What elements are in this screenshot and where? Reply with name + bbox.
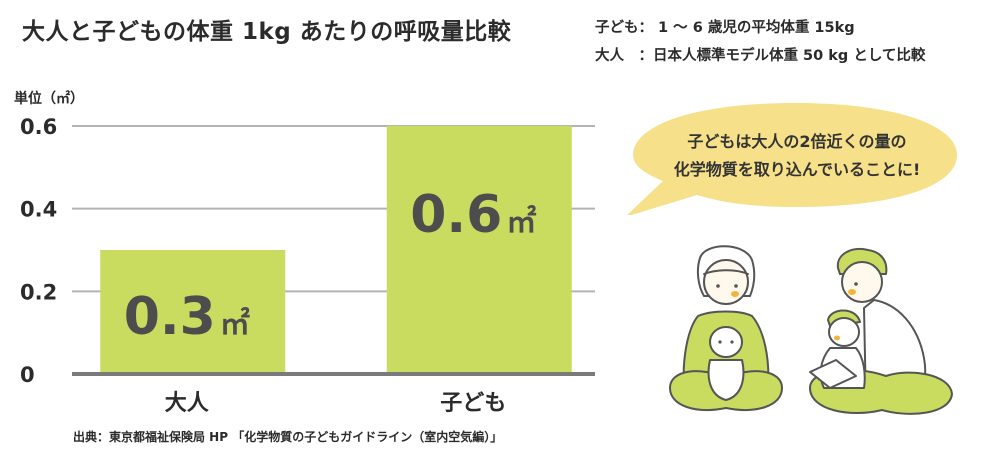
father-figure xyxy=(809,248,953,415)
baby-head xyxy=(709,326,743,358)
speech-bubble xyxy=(627,103,957,215)
child-cheek xyxy=(834,335,840,341)
y-tick-label: 0.6 xyxy=(20,115,57,139)
note-child: 子ども： 1 〜 6 歳児の平均体重 15kg xyxy=(595,20,855,36)
baby-body xyxy=(707,359,745,401)
x-category-label: 子ども xyxy=(440,391,506,416)
bar-value-label: 0.3 ㎡ xyxy=(124,287,250,347)
page-title: 大人と子どもの体重 1kg あたりの呼吸量比較 xyxy=(22,19,512,45)
bar xyxy=(100,250,286,374)
y-tick-label: 0.2 xyxy=(20,280,57,304)
family-illustration xyxy=(669,245,953,415)
child-face xyxy=(828,317,860,347)
bar-value-label: 0.6 ㎡ xyxy=(410,185,536,245)
mother-figure xyxy=(669,245,783,411)
x-category-label: 大人 xyxy=(165,391,209,416)
book xyxy=(809,359,857,389)
mother-face xyxy=(703,259,749,305)
y-tick-label: 0.4 xyxy=(20,198,57,222)
callout-text: 子どもは大人の2倍近くの量の 化学物質を取り込んでいることに! xyxy=(632,128,962,184)
note-adult: 大人 ：日本人標準モデル体重 50 kg として比較 xyxy=(595,48,926,64)
y-axis-label: 単位（㎡） xyxy=(14,91,84,107)
father-face xyxy=(841,261,883,303)
callout-line-1: 子どもは大人の2倍近くの量の xyxy=(687,132,907,151)
father-cheek xyxy=(848,289,856,295)
callout-line-2: 化学物質を取り込んでいることに! xyxy=(673,160,921,179)
bar xyxy=(386,126,572,374)
source-note: 出典：東京都福祉保険局 HP 「化学物質の子どもガイドライン（室内空気編）」 xyxy=(73,430,503,444)
y-tick-label: 0 xyxy=(20,363,35,387)
mother-cheek xyxy=(731,291,739,297)
speech-bubble-shape xyxy=(627,103,957,215)
